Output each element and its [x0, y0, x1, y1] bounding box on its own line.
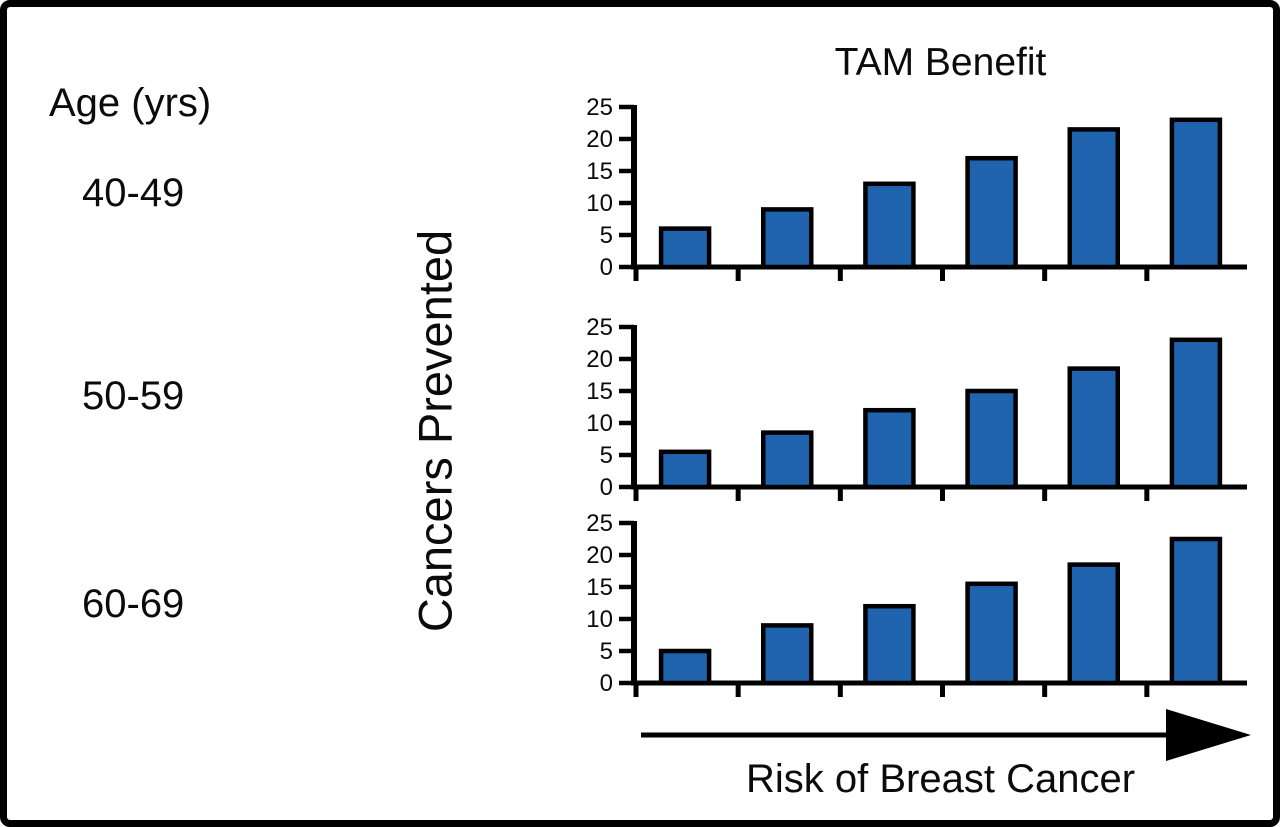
bar [1169, 337, 1223, 490]
bar [1067, 366, 1120, 490]
bar-chart-age-40-49: 0 5 10 15 20 25 [586, 94, 1247, 281]
bar [658, 449, 712, 490]
y-tick-label: 5 [600, 638, 613, 665]
bar [658, 226, 712, 270]
figure-title: TAM Benefit [834, 41, 1047, 84]
y-tick-label: 25 [586, 510, 613, 537]
bar [761, 430, 814, 490]
y-tick-label: 20 [586, 346, 613, 373]
age-group-label-50-59: 50-59 [82, 374, 185, 418]
y-tick-label: 0 [600, 474, 613, 501]
y-tick-label: 0 [600, 254, 613, 281]
y-axis-label: Cancers Prevented [408, 229, 462, 633]
bar [965, 388, 1018, 490]
bar [1067, 562, 1120, 686]
bar-chart-age-50-59: 0 5 10 15 20 25 [586, 314, 1247, 501]
y-tick-label: 10 [586, 410, 613, 437]
bar [1169, 536, 1223, 686]
y-tick-label: 0 [600, 670, 613, 697]
age-group-label-40-49: 40-49 [82, 171, 185, 215]
bar [965, 581, 1018, 686]
y-tick-label: 15 [586, 158, 613, 185]
risk-increase-arrow-icon [641, 709, 1251, 761]
y-tick-label: 20 [586, 542, 613, 569]
y-tick-label: 10 [586, 190, 613, 217]
y-tick-label: 15 [586, 378, 613, 405]
bar [1169, 117, 1223, 270]
bar [965, 155, 1018, 270]
bar [761, 623, 814, 686]
y-tick-label: 5 [600, 442, 613, 469]
y-tick-label: 25 [586, 314, 613, 341]
bar-chart-age-60-69: 0 5 10 15 20 25 [586, 510, 1247, 697]
bar [1067, 127, 1120, 270]
y-tick-label: 20 [586, 126, 613, 153]
bar [863, 407, 916, 490]
bar [658, 648, 712, 686]
y-tick-label: 5 [600, 222, 613, 249]
x-axis-label: Risk of Breast Cancer [745, 757, 1136, 801]
arrow-head [1166, 709, 1251, 761]
y-tick-label: 15 [586, 574, 613, 601]
age-group-label-60-69: 60-69 [82, 582, 185, 626]
bar [863, 603, 916, 686]
bar [863, 181, 916, 270]
y-tick-label: 25 [586, 94, 613, 121]
age-column-header: Age (yrs) [49, 81, 212, 125]
bar [761, 207, 814, 270]
y-tick-label: 10 [586, 606, 613, 633]
